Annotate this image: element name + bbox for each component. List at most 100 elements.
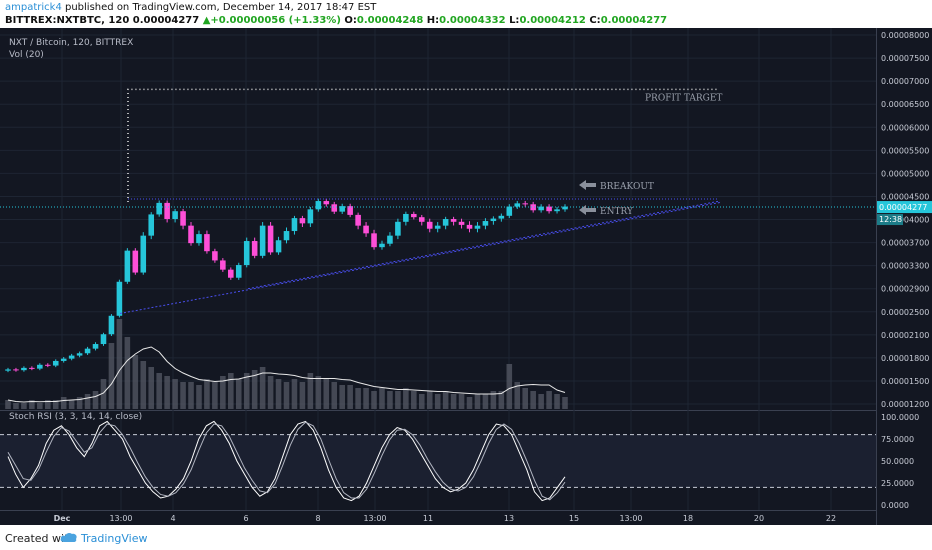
- stoch-line-k: [7, 420, 566, 502]
- time-tick-label: 13:00: [109, 514, 132, 523]
- candle-body: [132, 250, 139, 273]
- candle-body: [267, 225, 274, 253]
- time-tick-label: 11: [423, 514, 433, 523]
- candle-body: [371, 233, 377, 248]
- price-tick-label: 0.00002100: [881, 331, 929, 340]
- candle-body: [68, 355, 75, 359]
- price-tick-label: 0.00002900: [881, 285, 929, 294]
- volume-bar: [347, 385, 353, 409]
- chart-canvas[interactable]: 0.00008000 0.00007500 0.00007000 0.00006500…: [0, 28, 932, 525]
- candle-body: [60, 358, 67, 361]
- price-tick-label: 0.00008000: [881, 31, 929, 40]
- candle-body: [506, 206, 513, 216]
- volume-bar: [355, 388, 361, 409]
- volume-bar: [291, 379, 298, 409]
- countdown-badge: [877, 214, 903, 226]
- volume-bar: [307, 373, 314, 409]
- volume-bar: [275, 379, 282, 409]
- candle-body: [52, 360, 59, 366]
- volume-bar: [418, 394, 425, 409]
- price-tick-label: 0.00007000: [881, 77, 929, 86]
- price-tick-label: 0.00001500: [881, 377, 929, 386]
- countdown-label: 12:38: [879, 215, 902, 224]
- volume-bar: [522, 388, 528, 409]
- time-tick-label: 18: [683, 514, 693, 523]
- trend-line-upper: [247, 200, 721, 290]
- chart-area[interactable]: 0.00008000 0.00007500 0.00007000 0.00006500…: [0, 28, 932, 525]
- volume-bar: [530, 391, 536, 409]
- volume-bar: [172, 379, 178, 409]
- candle-body: [45, 364, 51, 366]
- volume-bar: [132, 355, 139, 409]
- candle-body: [212, 251, 218, 261]
- candle-body: [228, 269, 234, 278]
- volume-bar: [204, 379, 210, 409]
- candle-body: [291, 218, 298, 232]
- volume-bar: [84, 394, 91, 409]
- candle-body: [426, 221, 433, 229]
- candle-body: [5, 369, 11, 371]
- candle-body: [363, 225, 369, 234]
- time-tick-label: 8: [315, 514, 320, 523]
- candle-body: [21, 367, 27, 371]
- volume-bar: [514, 382, 521, 409]
- time-tick-label: Dec: [54, 514, 71, 523]
- candle-body: [323, 201, 330, 205]
- candle-body: [84, 348, 91, 354]
- stoch-tick-label: 100.0000: [881, 413, 919, 422]
- current-price-badge: [877, 201, 932, 214]
- candle-body: [29, 367, 35, 369]
- candle-body: [299, 218, 306, 224]
- volume-bar: [442, 391, 449, 409]
- chart-header: ampatrick4 published on TradingView.com,…: [0, 0, 932, 28]
- volume-bar: [339, 385, 345, 409]
- volume-ma-line: [7, 346, 566, 403]
- volume-bar: [490, 391, 497, 409]
- candle-body: [100, 334, 107, 345]
- volume-bar: [21, 403, 27, 409]
- ohlc-line: BITTREX:NXTBTC, 120 0.00004277 ▲+0.00000…: [5, 15, 667, 26]
- author-link[interactable]: ampatrick4: [5, 2, 62, 13]
- volume-bar: [259, 367, 266, 409]
- candle-body: [156, 202, 162, 215]
- candle-body: [76, 353, 83, 356]
- candle-body: [442, 219, 449, 226]
- candle-body: [315, 201, 322, 210]
- volume-bar: [411, 391, 417, 409]
- breakout-arrow-icon: [579, 179, 596, 190]
- price-tick-label: 0.00005000: [881, 169, 929, 178]
- candle-body: [339, 206, 345, 212]
- breakout-label: BREAKOUT: [600, 182, 654, 192]
- candle-body: [148, 214, 155, 236]
- up-arrow-icon: ▲: [202, 15, 211, 26]
- tradingview-brand[interactable]: TradingView: [81, 532, 148, 545]
- volume-bar: [100, 379, 107, 409]
- current-price-label: 0.00004277: [879, 203, 927, 212]
- candle-body: [251, 241, 258, 256]
- candle-body: [379, 243, 385, 248]
- volume-bar: [60, 397, 67, 409]
- candle-body: [235, 265, 242, 278]
- candle-body: [275, 240, 282, 253]
- candle-body: [522, 203, 528, 205]
- time-tick-label: 6: [243, 514, 248, 523]
- volume-bar: [116, 319, 123, 409]
- price-tick-label: 0.00007500: [881, 54, 929, 63]
- volume-bar: [458, 394, 465, 409]
- candle-body: [458, 221, 465, 225]
- volume-bar: [235, 379, 242, 409]
- volume-bar: [395, 391, 401, 409]
- open-label: O:: [344, 15, 357, 26]
- high-value: 0.00004332: [439, 15, 506, 26]
- volume-bar: [466, 397, 473, 409]
- candle-body: [530, 204, 536, 211]
- candle-body: [514, 203, 521, 207]
- candle-body: [395, 221, 401, 236]
- volume-bar: [498, 391, 505, 409]
- candle-body: [92, 344, 99, 349]
- price-tick-label: 0.00006000: [881, 123, 929, 132]
- candle-body: [554, 209, 560, 212]
- candle-body: [196, 234, 202, 244]
- volume-bar: [243, 373, 250, 409]
- volume-bar: [164, 376, 170, 409]
